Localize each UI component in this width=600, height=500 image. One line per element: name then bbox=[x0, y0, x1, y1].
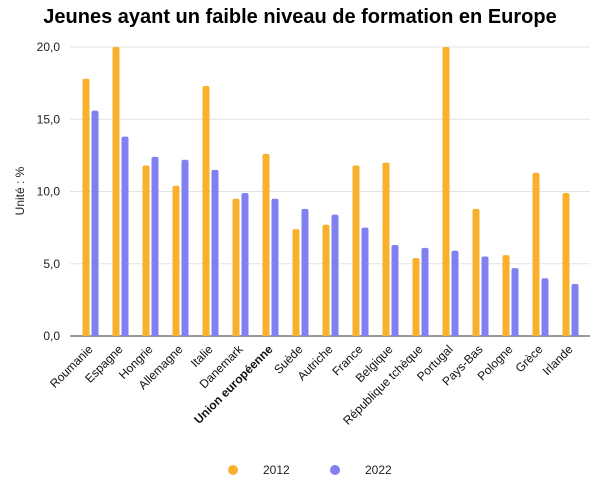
y-tick-label: 15,0 bbox=[37, 112, 61, 126]
y-tick-label: 5,0 bbox=[43, 257, 60, 271]
bar-2012 bbox=[202, 86, 210, 336]
legend-label: 2022 bbox=[365, 463, 392, 477]
bar-2012 bbox=[502, 255, 510, 336]
legend-label: 2012 bbox=[263, 463, 290, 477]
bar-2012 bbox=[412, 257, 420, 336]
y-tick-label: 0,0 bbox=[43, 329, 60, 343]
bar-2022 bbox=[241, 192, 249, 336]
bar-2022 bbox=[181, 159, 189, 336]
bar-2012 bbox=[142, 165, 150, 336]
y-tick-label: 10,0 bbox=[37, 185, 61, 199]
bar-2022 bbox=[211, 169, 219, 336]
bar-2012 bbox=[112, 47, 120, 336]
bar-2022 bbox=[571, 283, 579, 336]
bar-2022 bbox=[121, 136, 129, 336]
bar-2022 bbox=[421, 247, 429, 336]
bar-2022 bbox=[451, 250, 459, 336]
legend-marker bbox=[330, 465, 340, 475]
x-tick-label: Irlande bbox=[540, 342, 576, 378]
bar-2012 bbox=[82, 78, 90, 336]
bar-2012 bbox=[262, 153, 270, 336]
x-tick-label: Roumanie bbox=[47, 342, 96, 391]
legend-marker bbox=[228, 465, 238, 475]
bar-2012 bbox=[562, 192, 570, 336]
y-axis-label: Unité : % bbox=[13, 166, 27, 215]
bar-2012 bbox=[172, 185, 180, 336]
bar-2012 bbox=[442, 47, 450, 336]
bar-2022 bbox=[481, 256, 489, 336]
bar-2012 bbox=[352, 165, 360, 336]
bar-2022 bbox=[271, 198, 279, 336]
bar-2012 bbox=[322, 224, 330, 336]
bar-2012 bbox=[232, 198, 240, 336]
chart-title: Jeunes ayant un faible niveau de formati… bbox=[43, 6, 557, 28]
bar-2022 bbox=[331, 214, 339, 336]
bar-2012 bbox=[382, 162, 390, 336]
bar-2022 bbox=[361, 227, 369, 336]
bar-2022 bbox=[301, 208, 309, 336]
bar-2012 bbox=[292, 229, 300, 336]
bar-2022 bbox=[91, 110, 99, 336]
bar-2022 bbox=[511, 268, 519, 336]
bar-2012 bbox=[472, 208, 480, 336]
y-tick-label: 20,0 bbox=[37, 40, 61, 54]
bar-2012 bbox=[532, 172, 540, 336]
bar-2022 bbox=[541, 278, 549, 336]
bar-2022 bbox=[391, 244, 399, 336]
bar-2022 bbox=[151, 156, 159, 336]
